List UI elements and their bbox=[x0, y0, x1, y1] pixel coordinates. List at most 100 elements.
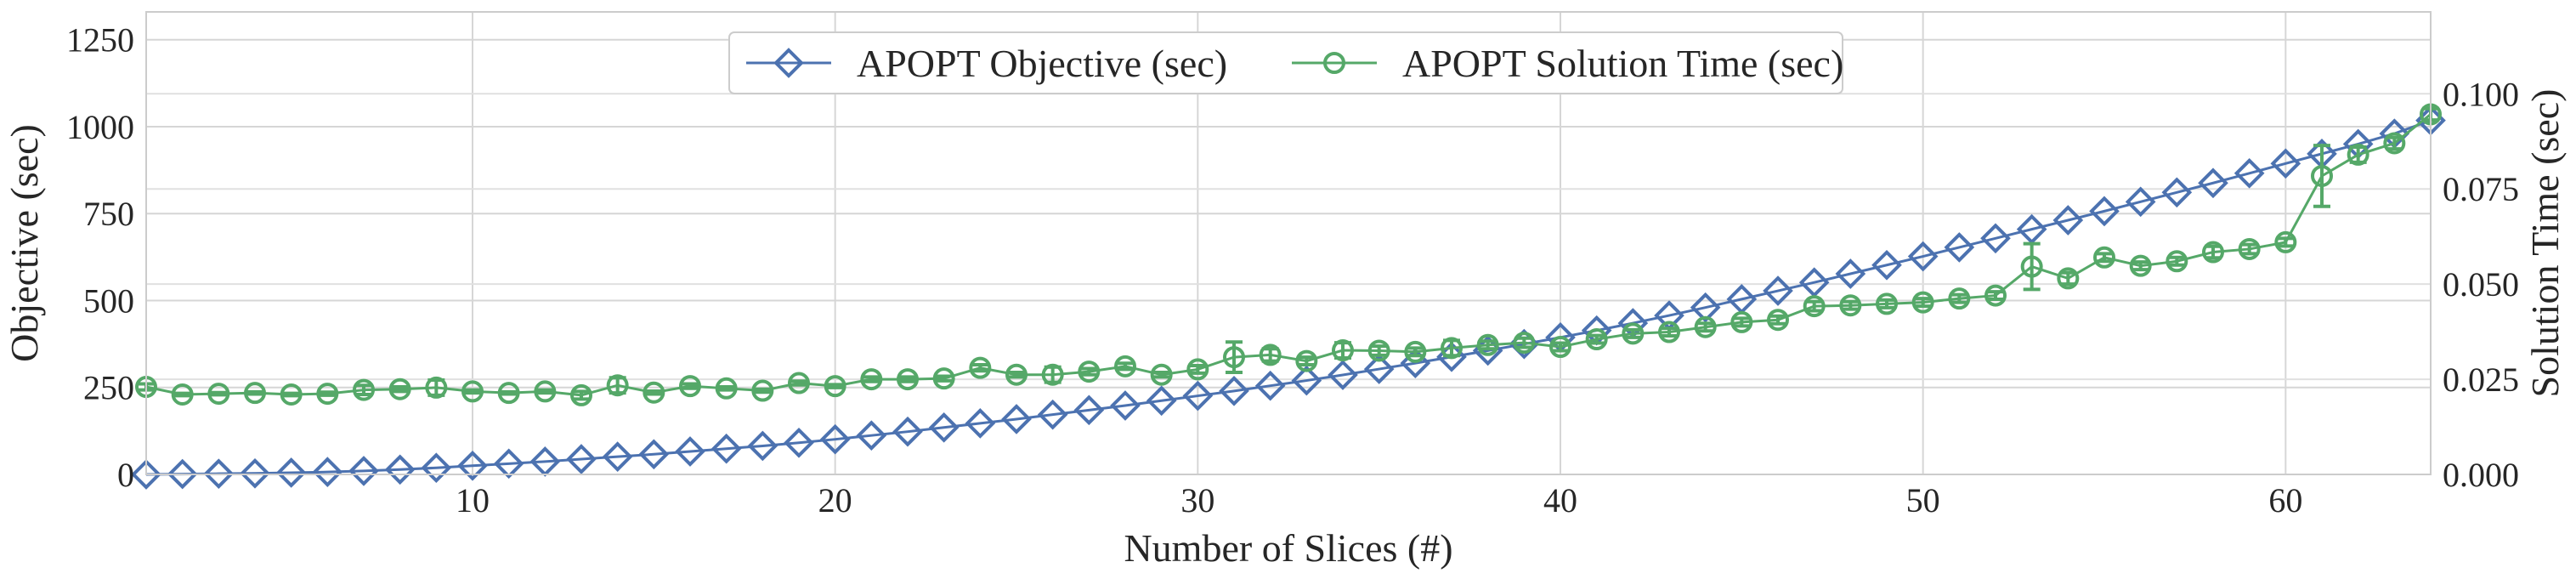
data-point-diamond bbox=[1980, 223, 2011, 254]
data-point-circle bbox=[2238, 237, 2261, 260]
data-point-circle bbox=[2347, 143, 2369, 166]
data-point-diamond bbox=[275, 457, 307, 488]
data-point-diamond bbox=[1073, 395, 1105, 426]
data-point-diamond bbox=[2233, 157, 2265, 189]
data-point-circle bbox=[2057, 267, 2080, 290]
data-point-circle bbox=[824, 375, 846, 398]
data-point-circle bbox=[1150, 363, 1173, 386]
data-point-diamond bbox=[819, 423, 851, 455]
y2-tick-label: 0.050 bbox=[2443, 265, 2519, 304]
data-point-circle bbox=[570, 383, 592, 406]
legend-circle-marker bbox=[1323, 52, 1345, 74]
data-point-circle bbox=[1911, 291, 1934, 314]
error-bar bbox=[2313, 144, 2330, 208]
data-point-diamond bbox=[928, 412, 960, 443]
data-point-circle bbox=[2383, 132, 2406, 155]
data-point-circle bbox=[280, 383, 303, 406]
error-bar bbox=[355, 383, 372, 396]
data-point-diamond bbox=[203, 458, 235, 490]
data-point-circle bbox=[1622, 322, 1645, 345]
data-point-circle bbox=[1441, 337, 1463, 360]
x-tick-label: 10 bbox=[456, 481, 490, 519]
data-point-diamond bbox=[965, 408, 996, 439]
data-point-diamond bbox=[1763, 275, 1793, 306]
data-point-circle bbox=[316, 383, 339, 406]
data-point-diamond bbox=[348, 456, 379, 486]
data-point-diamond bbox=[1254, 370, 1286, 401]
data-point-circle bbox=[2129, 254, 2152, 277]
y-tick-label: 1250 bbox=[66, 21, 134, 60]
x-axis-label: Number of Slices (#) bbox=[1124, 526, 1452, 570]
data-point-circle bbox=[2093, 246, 2115, 269]
data-point-diamond bbox=[1871, 249, 1902, 281]
error-bar bbox=[1696, 321, 1714, 333]
data-point-circle bbox=[1876, 292, 1898, 315]
error-bar bbox=[971, 363, 989, 373]
data-point-diamond bbox=[1363, 354, 1395, 384]
data-point-diamond bbox=[602, 441, 633, 472]
error-bar bbox=[1515, 336, 1533, 349]
error-bar bbox=[464, 388, 481, 395]
error-bar bbox=[1189, 363, 1207, 375]
error-bar bbox=[1152, 371, 1170, 379]
data-point-diamond bbox=[1907, 241, 1939, 272]
data-point-circle bbox=[1694, 315, 1717, 338]
data-point-circle bbox=[788, 372, 810, 395]
data-point-diamond bbox=[2270, 148, 2301, 179]
x-tick-label: 40 bbox=[1543, 481, 1577, 519]
error-bar bbox=[1080, 366, 1098, 377]
data-point-circle bbox=[388, 377, 411, 400]
data-point-circle bbox=[1476, 333, 1499, 356]
data-point-circle bbox=[1186, 358, 1209, 381]
error-bar bbox=[1914, 297, 1932, 309]
data-point-circle bbox=[2202, 241, 2224, 264]
y-tick-label: 1000 bbox=[66, 108, 134, 146]
error-bar bbox=[1661, 326, 1678, 338]
error-bar bbox=[935, 374, 953, 383]
error-bar bbox=[863, 375, 880, 383]
data-point-diamond bbox=[1291, 365, 1322, 396]
data-point-circle bbox=[425, 376, 448, 399]
y-tick-label: 500 bbox=[83, 281, 134, 320]
error-bar bbox=[2023, 241, 2041, 292]
data-point-diamond bbox=[711, 433, 742, 464]
data-point-diamond bbox=[638, 439, 670, 470]
data-point-circle bbox=[860, 368, 883, 391]
error-bar bbox=[1479, 339, 1497, 351]
error-bar bbox=[1950, 292, 1968, 304]
data-point-diamond bbox=[2161, 177, 2193, 208]
data-point-diamond bbox=[675, 436, 705, 467]
data-point-diamond bbox=[856, 420, 887, 451]
data-point-circle bbox=[606, 374, 629, 397]
error-bar bbox=[1733, 316, 1751, 328]
error-bar bbox=[1805, 299, 1823, 313]
error-bar bbox=[573, 389, 590, 401]
error-bar bbox=[319, 390, 337, 397]
data-point-diamond bbox=[1219, 376, 1249, 406]
data-point-circle bbox=[932, 367, 955, 390]
error-bar bbox=[1552, 341, 1569, 353]
data-point-circle bbox=[679, 375, 701, 398]
error-bar bbox=[536, 388, 554, 395]
data-point-diamond bbox=[1328, 360, 1358, 390]
legend-label-solution-time: APOPT Solution Time (sec) bbox=[1402, 42, 1843, 85]
x-tick-label: 50 bbox=[1906, 481, 1940, 519]
error-bar bbox=[1842, 299, 1860, 311]
legend: APOPT Objective (sec) APOPT Solution Tim… bbox=[728, 31, 1843, 94]
data-point-diamond bbox=[1182, 380, 1214, 412]
error-bar bbox=[682, 382, 699, 390]
data-point-circle bbox=[1839, 294, 1862, 317]
data-point-circle bbox=[2274, 230, 2297, 253]
error-bar bbox=[1588, 333, 1605, 345]
data-point-circle bbox=[1658, 321, 1680, 343]
x-tick-label: 30 bbox=[1180, 481, 1214, 519]
data-point-circle bbox=[1223, 346, 1245, 369]
data-point-circle bbox=[1984, 284, 2007, 307]
data-point-circle bbox=[1404, 340, 1427, 363]
error-bar bbox=[1298, 355, 1316, 367]
tick-labels: 10 20 30 40 50 60 0 250 500 750 1000 1250 0.000 0.025… bbox=[66, 21, 2519, 519]
data-point-diamond bbox=[240, 457, 270, 489]
data-point-diamond bbox=[457, 450, 488, 481]
data-point-diamond bbox=[2089, 196, 2120, 227]
